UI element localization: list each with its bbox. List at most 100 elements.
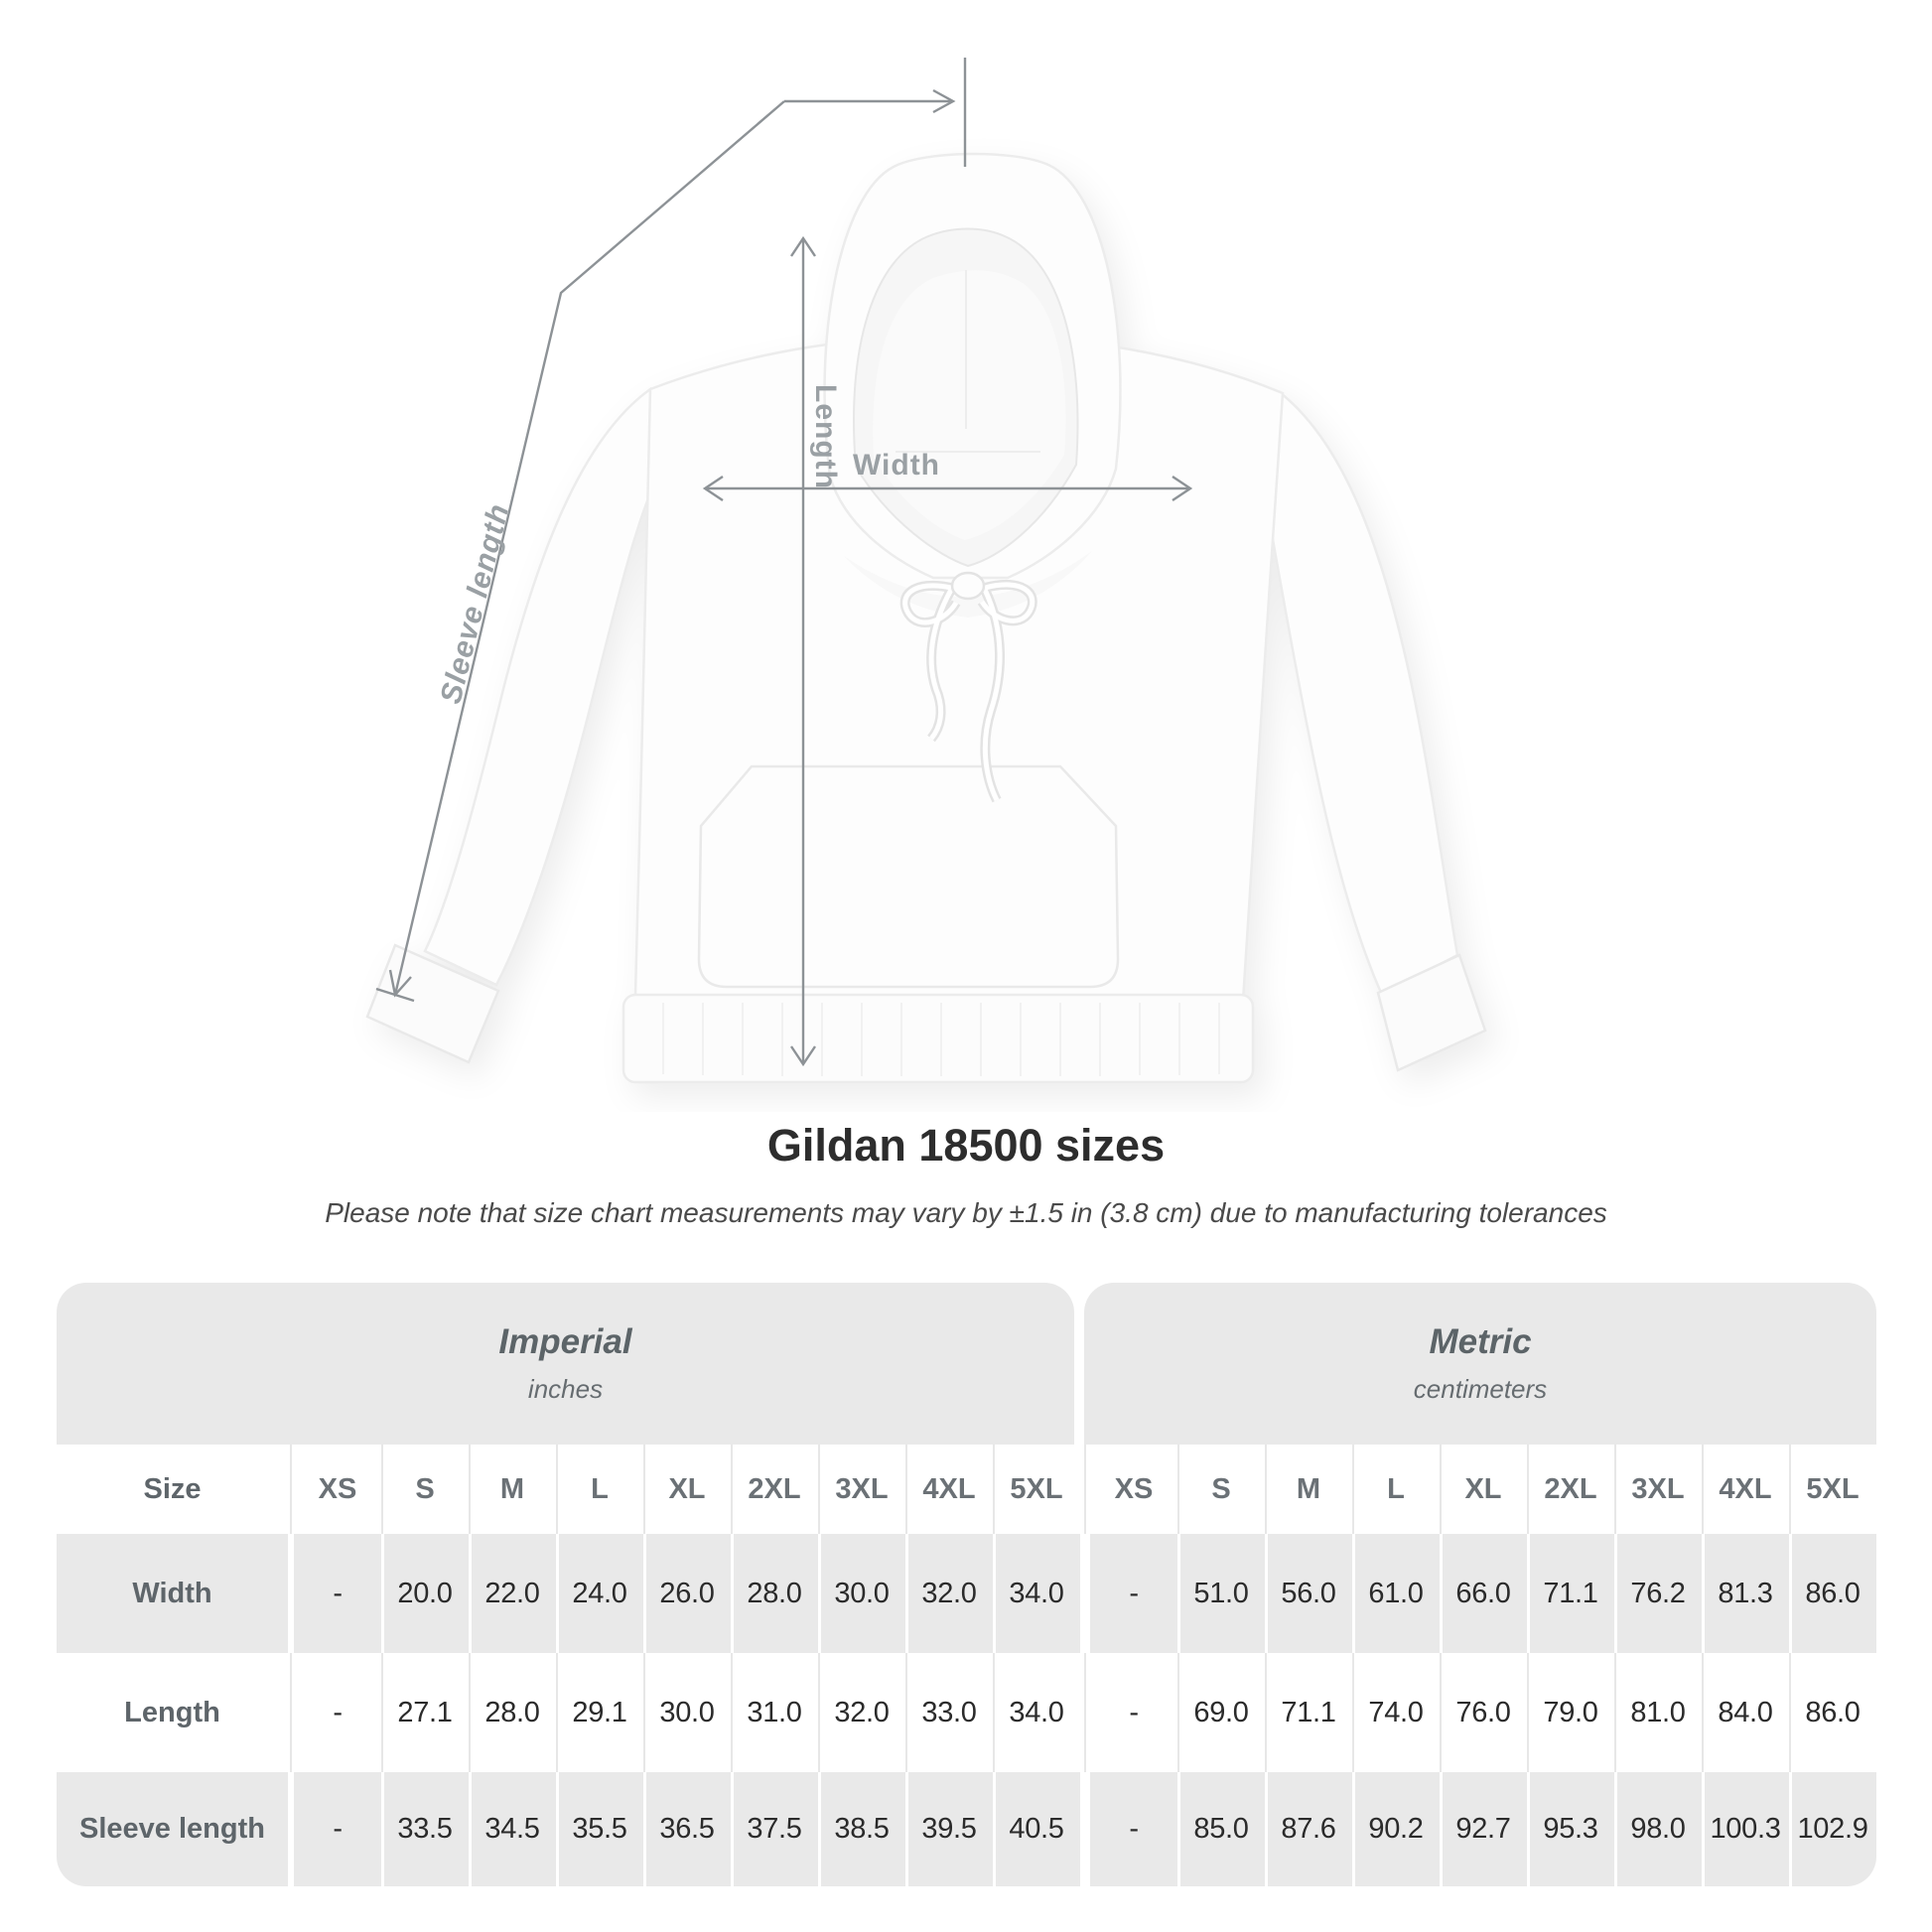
sleeve-length-metric-cell: - — [1090, 1772, 1177, 1886]
unit-gap-separator — [1080, 1653, 1090, 1772]
size-table: Imperial inches Metric centimeters Size X… — [57, 1283, 1876, 1886]
length-imperial-cell: 29.1 — [556, 1653, 643, 1772]
size-header-metric-cell: 3XL — [1614, 1445, 1702, 1534]
width-imperial-cell: 20.0 — [381, 1534, 469, 1653]
hoodie-drawstrings — [899, 571, 1037, 803]
size-header-metric-cell: S — [1177, 1445, 1265, 1534]
length-imperial-cell: 32.0 — [818, 1653, 905, 1772]
sleeve-length-metric-cell: 90.2 — [1352, 1772, 1440, 1886]
length-metric-cell: 84.0 — [1702, 1653, 1789, 1772]
size-header-imperial-cell: M — [469, 1445, 556, 1534]
column-separator — [288, 1445, 294, 1534]
hoodie-measurement-diagram: Sleeve length Length Width — [365, 58, 1487, 1084]
size-header-imperial-cell: S — [381, 1445, 469, 1534]
sleeve-length-metric-cell: 87.6 — [1265, 1772, 1352, 1886]
unit-header-row: Imperial inches Metric centimeters — [57, 1283, 1876, 1445]
width-metric-cell: 66.0 — [1440, 1534, 1527, 1653]
width-imperial-cell: 24.0 — [556, 1534, 643, 1653]
size-header-row: Size XS S M L XL 2XL 3XL 4XL 5XL XS S M L XL 2XL 3XL 4XL 5… — [57, 1445, 1876, 1534]
sleeve-length-imperial-cell: 38.5 — [818, 1772, 905, 1886]
sleeve-length-metric-cell: 100.3 — [1702, 1772, 1789, 1886]
width-imperial-cell: 28.0 — [731, 1534, 818, 1653]
size-header-imperial-cell: XL — [643, 1445, 731, 1534]
imperial-header: Imperial inches — [57, 1283, 1074, 1445]
size-header-metric-cell: L — [1352, 1445, 1440, 1534]
size-header-imperial-cell: 3XL — [818, 1445, 905, 1534]
size-header-imperial-cell: 2XL — [731, 1445, 818, 1534]
hoodie-illustration — [365, 152, 1487, 1084]
size-header-label: Size — [143, 1472, 202, 1505]
metric-unit: centimeters — [1413, 1374, 1548, 1404]
metric-header: Metric centimeters — [1084, 1283, 1876, 1445]
width-line — [702, 476, 1193, 501]
width-metric-cell: 56.0 — [1265, 1534, 1352, 1653]
length-metric-cell: 76.0 — [1440, 1653, 1527, 1772]
width-label: Width — [853, 449, 940, 482]
sleeve-length-label: Sleeve length — [57, 1772, 288, 1886]
size-header-metric-cell: 2XL — [1527, 1445, 1614, 1534]
width-label: Width — [57, 1534, 288, 1653]
width-metric-cell: 76.2 — [1614, 1534, 1702, 1653]
hoodie-right-sleeve — [1259, 390, 1459, 997]
unit-gap-separator — [1080, 1445, 1090, 1534]
length-label: Length — [809, 384, 842, 489]
length-imperial-cell: 34.0 — [993, 1653, 1080, 1772]
length-row: Length - 27.1 28.0 29.1 30.0 31.0 32.0 33.0 34.0 -… — [57, 1653, 1876, 1772]
length-imperial-cell: - — [333, 1696, 343, 1728]
length-imperial-cell: 31.0 — [731, 1653, 818, 1772]
width-imperial-cell: 30.0 — [818, 1534, 905, 1653]
sleeve-length-metric-cell: 98.0 — [1614, 1772, 1702, 1886]
size-header-imperial-cell: L — [556, 1445, 643, 1534]
length-metric-cell: - — [1129, 1696, 1139, 1728]
size-header-imperial-cell: XS — [318, 1472, 357, 1505]
hoodie-hood-seams — [896, 270, 1040, 453]
width-imperial-cell: 22.0 — [469, 1534, 556, 1653]
width-metric-cell: - — [1090, 1534, 1177, 1653]
size-header-metric-cell: M — [1265, 1445, 1352, 1534]
width-row: Width -20.0 22.0 24.0 26.0 28.0 30.0 32.0 34.0-5… — [57, 1534, 1876, 1653]
length-imperial-cell: 33.0 — [905, 1653, 993, 1772]
width-metric-cell: 81.3 — [1702, 1534, 1789, 1653]
size-header-metric-cell: 4XL — [1702, 1445, 1789, 1534]
size-header-imperial-cell: 5XL — [993, 1445, 1080, 1534]
sleeve-length-row: Sleeve length -33.5 34.5 35.5 36.5 37.5 38.5 39… — [57, 1772, 1876, 1886]
sleeve-length-line — [375, 58, 967, 1003]
sleeve-length-imperial-cell: 34.5 — [469, 1772, 556, 1886]
sleeve-length-imperial-cell: 33.5 — [381, 1772, 469, 1886]
length-metric-cell: 86.0 — [1789, 1653, 1876, 1772]
table-body: Size XS S M L XL 2XL 3XL 4XL 5XL XS S M L XL 2XL 3XL 4XL 5… — [57, 1445, 1876, 1886]
length-metric-cell: 81.0 — [1614, 1653, 1702, 1772]
width-imperial-cell: 26.0 — [643, 1534, 731, 1653]
hoodie-pocket — [697, 764, 1120, 989]
length-metric-cell: 79.0 — [1527, 1653, 1614, 1772]
sleeve-length-metric-cell: 92.7 — [1440, 1772, 1527, 1886]
length-imperial-cell: 30.0 — [643, 1653, 731, 1772]
hoodie-hem-band — [621, 993, 1255, 1084]
width-metric-cell: 51.0 — [1177, 1534, 1265, 1653]
size-header-metric-cell: XL — [1440, 1445, 1527, 1534]
sleeve-length-imperial-cell: - — [294, 1772, 381, 1886]
metric-label: Metric — [1429, 1322, 1532, 1361]
length-metric-cell: 71.1 — [1265, 1653, 1352, 1772]
length-label: Length — [124, 1696, 220, 1728]
imperial-label: Imperial — [498, 1322, 632, 1361]
sleeve-length-imperial-cell: 37.5 — [731, 1772, 818, 1886]
width-metric-cell: 71.1 — [1527, 1534, 1614, 1653]
length-imperial-cell: 28.0 — [469, 1653, 556, 1772]
width-metric-cell: 86.0 — [1789, 1534, 1876, 1653]
width-imperial-cell: - — [294, 1534, 381, 1653]
tolerance-note: Please note that size chart measurements… — [325, 1197, 1607, 1228]
hoodie-left-sleeve — [423, 386, 665, 987]
sleeve-length-metric-cell: 85.0 — [1177, 1772, 1265, 1886]
hoodie-hem-ribs — [662, 1003, 1220, 1076]
sleeve-length-metric-cell: 102.9 — [1789, 1772, 1876, 1886]
length-imperial-cell: 27.1 — [381, 1653, 469, 1772]
length-metric-cell: 69.0 — [1177, 1653, 1265, 1772]
hoodie-right-cuff — [1376, 953, 1487, 1072]
sleeve-length-imperial-cell: 40.5 — [993, 1772, 1080, 1886]
sleeve-length-label: Sleeve length — [435, 500, 516, 707]
sleeve-length-imperial-cell: 39.5 — [905, 1772, 993, 1886]
size-header-imperial-cell: 4XL — [905, 1445, 993, 1534]
width-imperial-cell: 34.0 — [993, 1534, 1080, 1653]
